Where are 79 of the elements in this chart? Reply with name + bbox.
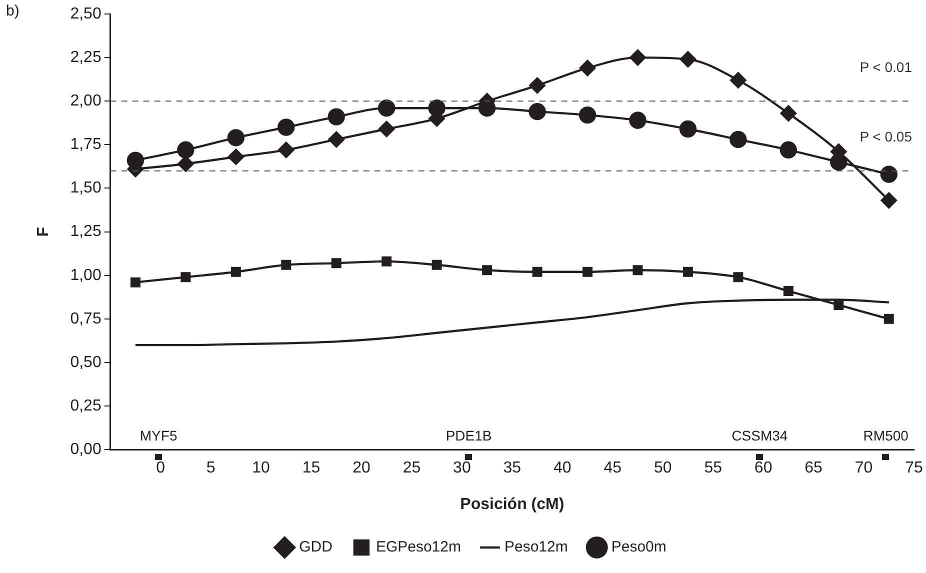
point [880, 166, 898, 183]
ref-line-label: P < 0.01 [860, 58, 912, 75]
y-tick-label: 1,75 [70, 136, 102, 154]
legend-label: GDD [299, 538, 333, 556]
point [432, 260, 442, 270]
point [328, 108, 345, 126]
point [532, 266, 542, 277]
annotation: RM500 [863, 427, 909, 444]
point [630, 49, 646, 66]
y-tick-label: 1,00 [70, 266, 102, 284]
legend-label: Peso12m [504, 538, 568, 556]
x-tick-label: 15 [302, 460, 320, 477]
point [682, 266, 693, 277]
point [482, 265, 492, 276]
legend-label: Peso0m [611, 538, 666, 556]
point [679, 120, 697, 138]
point [733, 272, 744, 282]
text: b) [6, 2, 20, 20]
point [730, 130, 747, 148]
point [680, 51, 696, 68]
x-tick-label: 30 [453, 460, 471, 477]
point [227, 129, 245, 146]
point [780, 141, 798, 159]
y-tick-label: 1,25 [70, 223, 102, 240]
y-tick-label: 0,00 [70, 441, 102, 458]
point [783, 286, 794, 296]
x-tick-label: 40 [554, 460, 572, 477]
point [378, 120, 395, 138]
point [278, 142, 294, 158]
x-tick-label: 45 [604, 460, 622, 477]
x-tick-label: 60 [754, 460, 772, 477]
point [579, 60, 596, 76]
x-axis-title: Posición (cM) [460, 496, 564, 513]
x-tick-label: 35 [503, 460, 522, 477]
y-tick-label: 2,00 [70, 92, 102, 110]
x-tick-label: 75 [905, 460, 923, 477]
point [632, 265, 643, 276]
point [130, 277, 140, 288]
y-tick-label: 2,50 [70, 5, 102, 22]
point [834, 300, 844, 310]
annotation: MYF5 [140, 427, 178, 444]
x-tick-label: 65 [804, 460, 823, 477]
point [780, 105, 797, 122]
point [378, 99, 396, 117]
x-tick-label: 50 [654, 460, 672, 477]
point [884, 314, 894, 324]
point [629, 112, 646, 129]
point [382, 256, 392, 266]
x-tick-label: 70 [854, 460, 873, 477]
y-tick-label: 0,50 [70, 354, 102, 371]
point [331, 258, 342, 268]
point [578, 106, 596, 124]
point [730, 72, 746, 88]
point [228, 148, 244, 165]
x-tick-label: 5 [206, 460, 216, 477]
point [281, 260, 292, 270]
y-tick-label: 0,75 [70, 310, 102, 328]
point [529, 77, 546, 94]
x-tick-label: 10 [252, 460, 270, 477]
y-tick-label: 1,50 [70, 180, 102, 197]
x-tick-label: 20 [352, 460, 370, 477]
point [230, 266, 241, 277]
point [880, 192, 897, 209]
x-tick-label: 55 [704, 460, 722, 477]
point [278, 118, 295, 136]
ref-line-label: P < 0.05 [860, 128, 912, 145]
point [582, 266, 593, 277]
y-tick-label: 2,25 [70, 48, 102, 66]
x-tick-label: 25 [402, 460, 421, 477]
y-axis-title: F [35, 226, 52, 237]
point [180, 272, 191, 282]
point [177, 141, 194, 159]
annotation: CSSM34 [732, 427, 788, 444]
y-tick-label: 0,25 [70, 397, 102, 414]
legend-label: EGPeso12m [376, 538, 461, 556]
point [528, 102, 546, 120]
x-tick-label: 0 [156, 460, 166, 477]
point [328, 131, 344, 148]
annotation: PDE1B [446, 427, 492, 444]
